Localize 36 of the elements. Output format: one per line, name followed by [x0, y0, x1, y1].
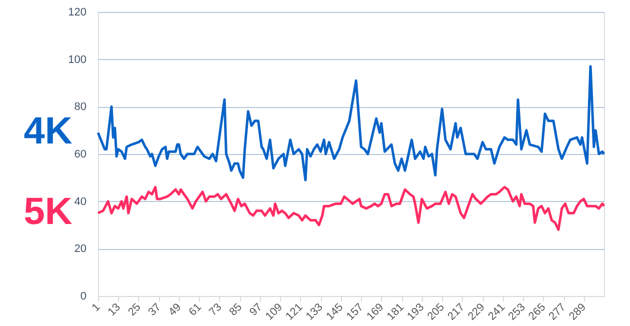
x-tick-label: 157: [344, 301, 366, 323]
y-tick-label: 120: [68, 6, 86, 18]
x-tick-label: 265: [526, 301, 548, 323]
y-tick-label: 80: [74, 101, 86, 114]
x-tick-label: 241: [486, 301, 508, 323]
y-tick-label: 60: [74, 148, 86, 160]
y-tick-label: 0: [80, 290, 86, 302]
x-tick-label: 49: [166, 301, 184, 318]
x-tick-label: 73: [207, 301, 224, 318]
x-tick-label: 253: [506, 301, 528, 323]
x-tick-label: 37: [146, 301, 164, 318]
y-tick-label: 20: [74, 243, 86, 256]
x-tick-label: 289: [567, 301, 589, 323]
x-tick-label: 133: [304, 301, 326, 323]
line-series: [96, 186, 606, 231]
y-tick-label: 100: [68, 54, 86, 66]
x-tick-label: 181: [384, 301, 406, 323]
series-label: 5K: [24, 191, 73, 234]
series-label: 4K: [24, 110, 73, 153]
x-tick-label: 193: [405, 301, 427, 323]
x-tick-label: 61: [186, 301, 204, 318]
y-tick-label: 40: [74, 196, 86, 208]
x-tick-label: 205: [425, 301, 447, 323]
x-tick-label: 121: [284, 301, 306, 323]
x-tick-label: 229: [466, 301, 488, 323]
x-tick-label: 85: [227, 301, 244, 318]
x-tick-label: 169: [364, 301, 386, 323]
line-series: [96, 65, 606, 182]
x-tick-label: 97: [248, 301, 265, 318]
x-tick-label: 145: [324, 301, 346, 323]
x-tick-label: 25: [126, 301, 144, 318]
x-tick-label: 13: [106, 301, 123, 318]
x-tick-label: 217: [446, 301, 468, 323]
x-tick-label: 1: [90, 301, 103, 314]
x-tick-label: 109: [263, 301, 285, 323]
x-tick-label: 277: [546, 301, 568, 323]
